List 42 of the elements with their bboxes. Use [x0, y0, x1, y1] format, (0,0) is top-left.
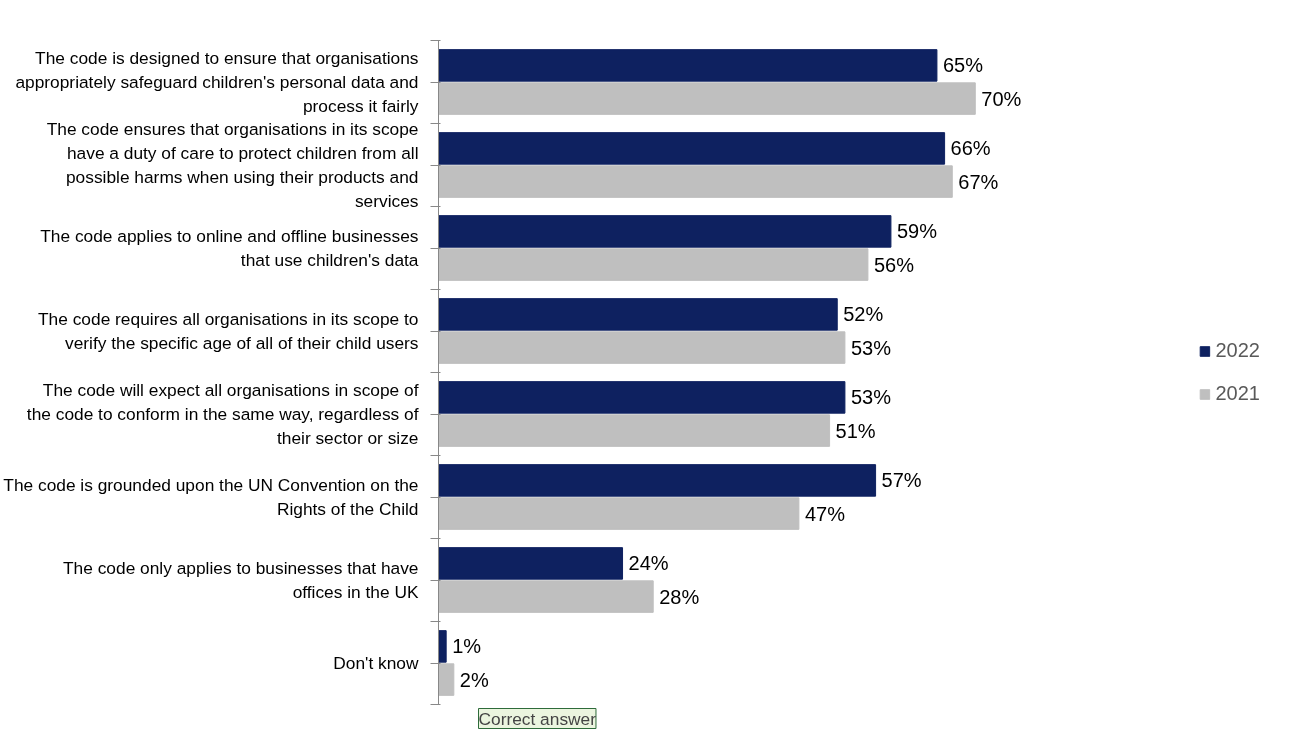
data-label: 57%	[881, 469, 922, 492]
data-label: 56%	[873, 253, 915, 276]
bar	[438, 547, 624, 580]
bar	[438, 497, 800, 530]
data-label: 47%	[804, 502, 846, 525]
y-tick-label: The code ensures that organisations in its scope have a duty of care to protect children from all possible harms when using their products and services	[46, 119, 419, 211]
data-label: 59%	[896, 220, 938, 243]
data-label: 53%	[850, 386, 892, 409]
y-tick-label: The code requires all organisations in its scope to verify the specific age of all of their child users	[38, 309, 419, 353]
data-label: 28%	[659, 585, 700, 608]
bar	[438, 82, 976, 115]
bar	[438, 464, 877, 497]
data-label: 67%	[958, 170, 999, 193]
bar	[438, 215, 892, 248]
bar	[438, 49, 938, 82]
y-tick-label: The code is grounded upon the UN Convention on the Rights of the Child	[3, 475, 419, 519]
bar	[438, 331, 846, 364]
bar	[438, 298, 838, 331]
data-label: 24%	[628, 552, 669, 575]
data-label: 66%	[950, 137, 991, 160]
bar	[438, 630, 447, 663]
y-tick-label: The code applies to online and offline businesses that use children's data	[40, 226, 419, 270]
bar	[438, 165, 953, 198]
data-label: 52%	[843, 303, 884, 326]
data-label: 65%	[942, 54, 984, 77]
data-label: 53%	[850, 336, 892, 359]
data-label: 70%	[981, 87, 1022, 110]
legend-label: 2021	[1215, 382, 1260, 405]
data-label: 2%	[459, 668, 489, 691]
y-tick-label: The code only applies to businesses that have offices in the UK	[63, 558, 419, 602]
bar	[438, 248, 869, 281]
y-tick-label: The code will expect all organisations in scope of the code to conform in the same way, regardless of their sector or size	[26, 380, 419, 448]
bar	[438, 381, 846, 414]
bar	[438, 663, 455, 696]
y-tick-label: Don't know	[333, 653, 419, 673]
bar	[438, 580, 654, 613]
legend-label: 2022	[1215, 339, 1260, 362]
y-tick-label: The code is designed to ensure that organisations appropriately safeguard children's personal data and process it fairly	[15, 48, 419, 116]
bar	[438, 414, 831, 447]
data-label: 1%	[452, 635, 482, 658]
data-label: 51%	[835, 419, 876, 442]
bar	[438, 132, 946, 165]
